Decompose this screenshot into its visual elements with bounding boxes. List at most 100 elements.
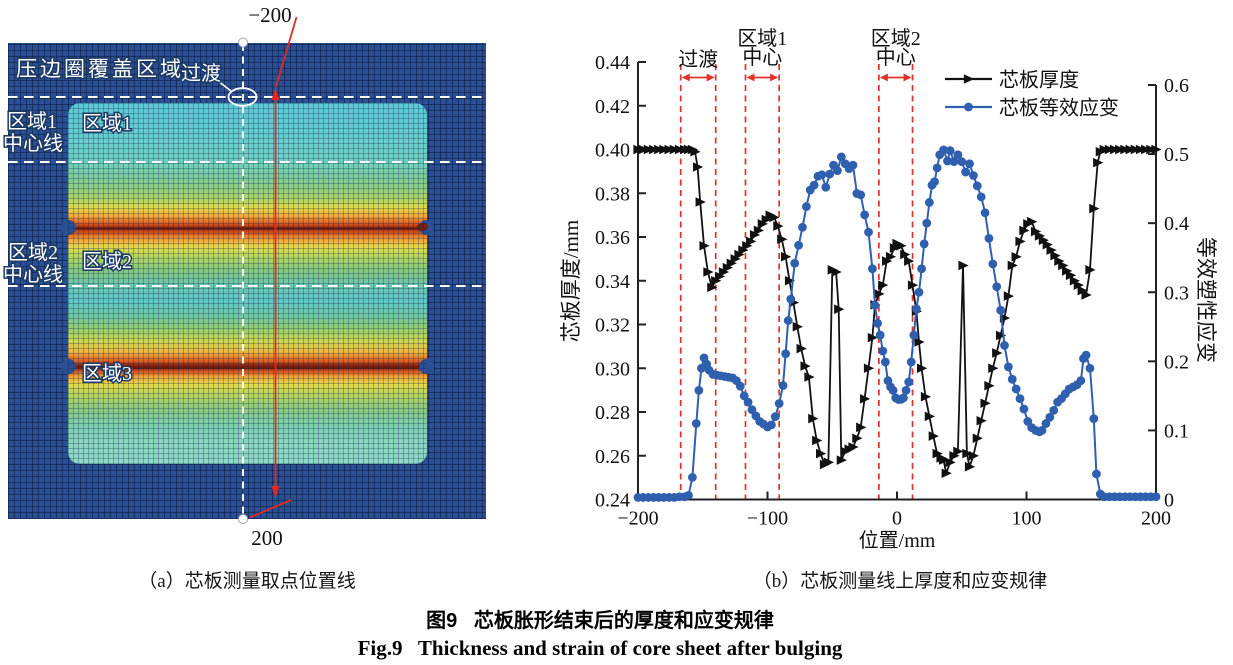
data-point-triangle	[867, 332, 878, 343]
data-point-circle	[924, 198, 934, 207]
data-point-triangle	[939, 455, 950, 465]
data-point-circle	[1151, 492, 1161, 502]
arrow-left-icon	[681, 73, 690, 82]
data-point-triangle	[889, 243, 901, 253]
data-point-triangle	[1089, 203, 1100, 214]
data-point-triangle	[860, 394, 871, 404]
transition-label: 过渡	[181, 62, 221, 85]
data-point-triangle	[1109, 144, 1121, 155]
data-point-triangle	[1042, 239, 1053, 250]
tick-label-right: 0.6	[1164, 75, 1189, 97]
arrow-right-icon	[706, 73, 715, 82]
data-point-circle	[1081, 350, 1091, 360]
data-point-triangle	[852, 433, 863, 444]
arrow-right-icon	[770, 73, 779, 82]
data-point-circle	[996, 305, 1005, 315]
arrow-right-icon	[903, 73, 912, 82]
data-point-triangle	[907, 280, 919, 290]
data-point-triangle	[1085, 265, 1096, 275]
data-point-circle	[694, 385, 704, 395]
data-point-triangle	[992, 348, 1003, 358]
data-point-triangle	[834, 304, 845, 314]
arrowhead-up-icon	[271, 88, 280, 100]
series-thickness	[633, 144, 1162, 479]
data-point-circle	[1089, 414, 1099, 424]
data-point-circle	[867, 264, 877, 274]
data-point-triangle	[1054, 256, 1065, 266]
data-point-triangle	[823, 457, 834, 468]
data-point-triangle	[654, 144, 665, 155]
x-axis-title: 位置/mm	[859, 529, 936, 552]
data-point-triangle	[900, 249, 911, 260]
data-point-triangle	[896, 240, 907, 251]
data-point-triangle	[648, 144, 660, 155]
data-point-triangle	[1104, 144, 1115, 155]
guide-label: 中心	[876, 46, 916, 69]
data-point-circle	[743, 397, 753, 407]
data-point-triangle	[958, 260, 969, 271]
data-point-triangle	[1081, 290, 1092, 300]
tick-label-left: 0.24	[595, 490, 630, 512]
data-point-circle	[1085, 363, 1095, 373]
data-point-triangle	[812, 435, 823, 446]
data-point-circle	[766, 420, 776, 430]
data-point-triangle	[1003, 291, 1014, 301]
data-point-triangle	[659, 144, 670, 155]
data-point-triangle	[761, 214, 772, 225]
data-point-triangle	[734, 249, 745, 260]
data-point-triangle	[714, 271, 726, 282]
data-point-circle	[964, 102, 973, 112]
data-point-triangle	[976, 415, 987, 426]
data-point-triangle	[1135, 144, 1147, 155]
arrow-left-icon	[879, 73, 888, 82]
y-axis-title-right: 等效塑性应变	[1194, 237, 1218, 363]
data-point-circle	[878, 346, 888, 356]
arrowhead-down-icon	[271, 486, 280, 498]
data-point-circle	[856, 190, 866, 200]
measure-end-dot-bottom	[238, 514, 248, 524]
thickness-strain-chart: 过渡区域1中心区域2中心0.240.260.280.300.320.340.36…	[559, 27, 1218, 552]
data-point-circle	[919, 239, 929, 249]
data-point-triangle	[1050, 250, 1061, 261]
data-point-triangle	[941, 468, 952, 479]
data-point-triangle	[773, 221, 784, 231]
data-point-triangle	[963, 74, 975, 84]
data-point-triangle	[1073, 280, 1084, 290]
data-point-circle	[770, 412, 780, 421]
data-point-triangle	[917, 363, 928, 374]
data-point-triangle	[1093, 157, 1104, 168]
zone1-centerline-label-line1: 区域1	[7, 110, 57, 133]
series-strain	[633, 145, 1161, 502]
data-point-circle	[943, 156, 952, 166]
data-point-triangle	[633, 144, 644, 155]
data-point-circle	[914, 287, 924, 297]
data-point-circle	[1076, 376, 1086, 386]
data-point-circle	[684, 490, 693, 500]
tick-label-right: 0.4	[1164, 213, 1189, 235]
data-point-circle	[794, 240, 803, 250]
data-point-circle	[965, 159, 974, 169]
data-point-circle	[1049, 405, 1059, 415]
data-point-triangle	[781, 251, 792, 262]
data-point-circle	[953, 150, 963, 160]
data-point-triangle	[804, 372, 815, 382]
data-point-circle	[781, 349, 791, 359]
data-point-circle	[774, 399, 784, 408]
data-point-triangle	[964, 461, 976, 472]
data-point-triangle	[796, 343, 807, 354]
data-point-circle	[899, 393, 908, 403]
data-point-triangle	[1141, 144, 1152, 155]
data-point-circle	[988, 259, 998, 269]
caption-panel-b: （b）芯板测量线上厚度和应变规律	[752, 571, 1048, 592]
data-point-circle	[875, 330, 885, 340]
data-point-triangle	[664, 144, 675, 155]
data-point-circle	[888, 385, 898, 395]
measure-start-value: −200	[248, 3, 291, 27]
data-point-triangle	[1099, 144, 1110, 155]
data-point-circle	[817, 170, 827, 180]
data-point-triangle	[1115, 144, 1126, 155]
data-point-circle	[786, 294, 796, 304]
data-point-triangle	[962, 448, 973, 459]
transition-leader-line	[217, 80, 232, 92]
